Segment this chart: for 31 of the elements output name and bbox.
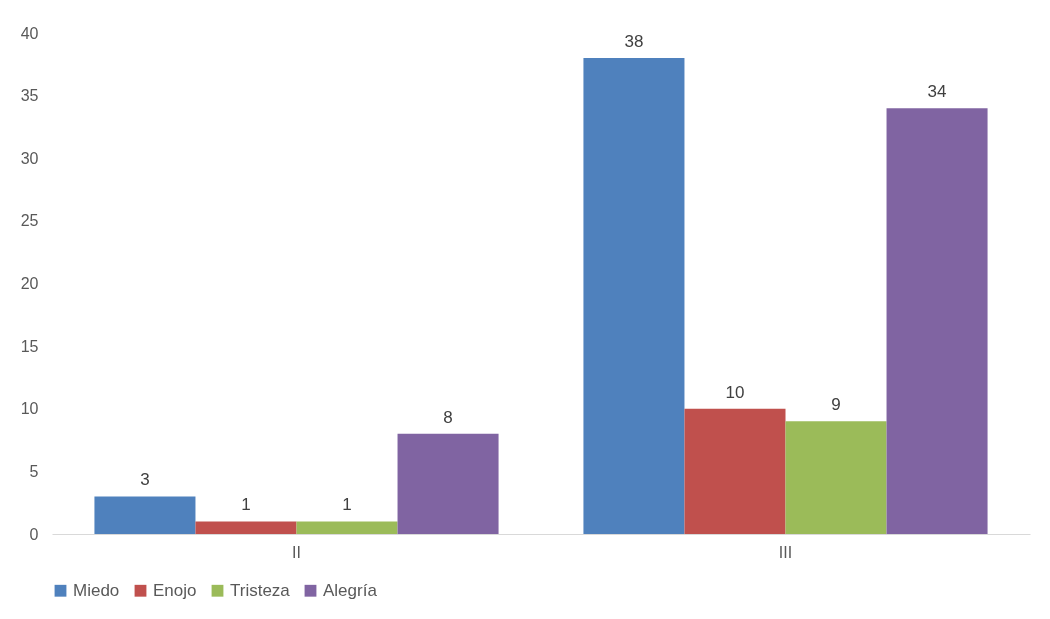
- y-tick-label: 25: [20, 212, 39, 230]
- data-label: 10: [725, 382, 745, 402]
- legend-label: Miedo: [73, 580, 120, 600]
- data-label: 1: [342, 495, 352, 515]
- bar: [886, 108, 988, 534]
- bar: [684, 408, 786, 534]
- y-tick-label: 0: [29, 525, 39, 543]
- legend-label: Tristeza: [230, 580, 291, 600]
- x-tick-label: II: [292, 543, 301, 561]
- bar: [296, 521, 398, 534]
- data-label: 1: [241, 495, 251, 515]
- y-tick-label: 20: [20, 275, 39, 292]
- y-tick-label: 5: [29, 462, 39, 480]
- y-tick-label: 15: [20, 337, 39, 355]
- bar: [785, 421, 887, 534]
- y-tick-label: 40: [20, 24, 39, 42]
- data-label: 9: [831, 395, 841, 415]
- y-tick-label: 35: [20, 87, 39, 105]
- bar: [397, 433, 499, 534]
- legend-label: Enojo: [153, 580, 197, 600]
- y-tick-label: 10: [20, 400, 39, 418]
- data-label: 38: [624, 32, 644, 52]
- x-tick-label: III: [778, 543, 793, 561]
- bar: [583, 58, 685, 534]
- bar: [195, 521, 297, 534]
- bar: [94, 496, 196, 534]
- data-label: 34: [927, 82, 947, 102]
- legend-label: Alegría: [323, 580, 378, 600]
- data-label: 3: [140, 470, 150, 490]
- data-label: 8: [443, 407, 453, 427]
- y-tick-label: 30: [20, 149, 39, 167]
